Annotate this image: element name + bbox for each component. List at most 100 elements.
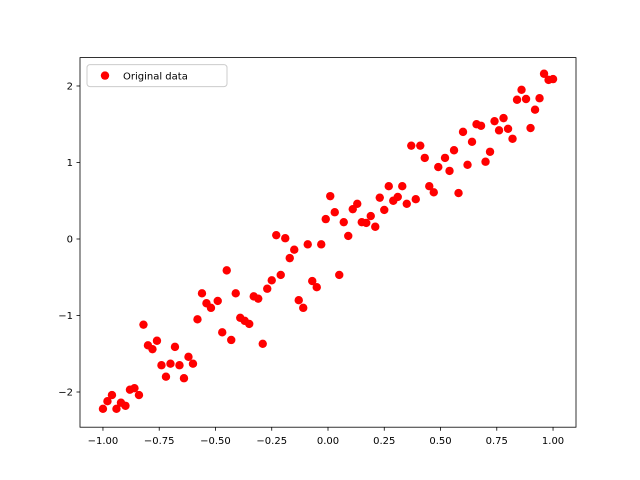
point: [245, 319, 254, 329]
point: [254, 294, 263, 303]
plot-frame: [79, 57, 577, 428]
point: [188, 359, 198, 368]
point: [308, 276, 317, 286]
point: [548, 74, 558, 84]
point: [402, 199, 411, 209]
point: [481, 157, 490, 166]
point: [476, 121, 486, 130]
x-tick-label: 0.00: [317, 436, 339, 447]
point: [170, 342, 180, 352]
point: [290, 245, 299, 254]
point: [130, 383, 139, 393]
point: [508, 134, 517, 143]
x-tick-label: −1.00: [88, 436, 119, 447]
point: [449, 146, 459, 155]
point: [285, 253, 294, 263]
point: [440, 153, 450, 163]
point: [121, 401, 130, 410]
point: [371, 222, 380, 231]
point: [463, 160, 472, 169]
point: [98, 404, 108, 414]
point: [521, 94, 531, 104]
x-tick-label: 1.00: [542, 436, 564, 447]
legend-label: Original data: [123, 72, 188, 83]
point: [503, 124, 513, 134]
point: [272, 230, 281, 240]
y-tick-label: 0: [67, 234, 73, 245]
point: [263, 284, 272, 293]
point: [407, 141, 416, 150]
x-tick-label: −0.50: [200, 436, 231, 447]
point: [294, 296, 303, 305]
point: [317, 240, 326, 249]
point: [494, 126, 504, 135]
point: [517, 85, 526, 95]
point: [425, 182, 434, 191]
point: [206, 303, 216, 313]
point: [445, 166, 454, 176]
point: [485, 147, 495, 156]
point: [103, 396, 112, 406]
point: [353, 199, 362, 209]
point: [276, 270, 285, 280]
point: [330, 208, 339, 217]
point: [499, 113, 508, 123]
point: [434, 162, 443, 172]
point: [166, 359, 175, 368]
point: [175, 361, 184, 370]
point: [139, 320, 148, 329]
point: [366, 211, 375, 221]
point: [535, 94, 544, 103]
point: [344, 231, 353, 241]
point: [193, 315, 202, 324]
point: [179, 374, 189, 383]
point: [148, 344, 157, 354]
point: [398, 182, 407, 191]
point: [454, 188, 463, 198]
point: [112, 404, 121, 414]
x-tick-label: −0.25: [256, 436, 287, 447]
y-tick-label: −1: [58, 311, 73, 322]
point: [384, 182, 393, 191]
point: [107, 390, 117, 400]
point: [303, 240, 312, 249]
point: [326, 191, 335, 201]
point: [197, 289, 207, 298]
point: [539, 69, 549, 78]
point: [393, 192, 402, 202]
point: [213, 296, 222, 306]
point: [530, 105, 540, 114]
y-tick-label: 2: [67, 81, 73, 92]
point: [157, 361, 166, 370]
point: [335, 270, 344, 280]
x-tick-label: −0.75: [144, 436, 175, 447]
legend-box: [86, 64, 228, 88]
point: [218, 328, 227, 337]
point: [420, 153, 429, 163]
point: [281, 234, 290, 243]
point: [227, 335, 236, 345]
point: [490, 116, 499, 126]
point: [321, 214, 330, 224]
point: [134, 390, 144, 400]
point: [258, 339, 267, 349]
point: [526, 123, 535, 133]
point: [231, 289, 240, 298]
point: [416, 141, 425, 150]
point: [362, 218, 371, 228]
point: [222, 266, 231, 275]
point: [467, 137, 477, 147]
point: [267, 276, 276, 285]
point: [339, 217, 348, 227]
x-tick-label: 0.50: [429, 436, 451, 447]
point: [152, 336, 162, 345]
point: [299, 303, 308, 313]
legend-marker: [100, 71, 110, 80]
point: [161, 372, 171, 381]
point: [375, 193, 384, 202]
point: [458, 127, 468, 137]
x-tick-label: 0.25: [373, 436, 395, 447]
y-tick-label: −2: [58, 388, 73, 399]
